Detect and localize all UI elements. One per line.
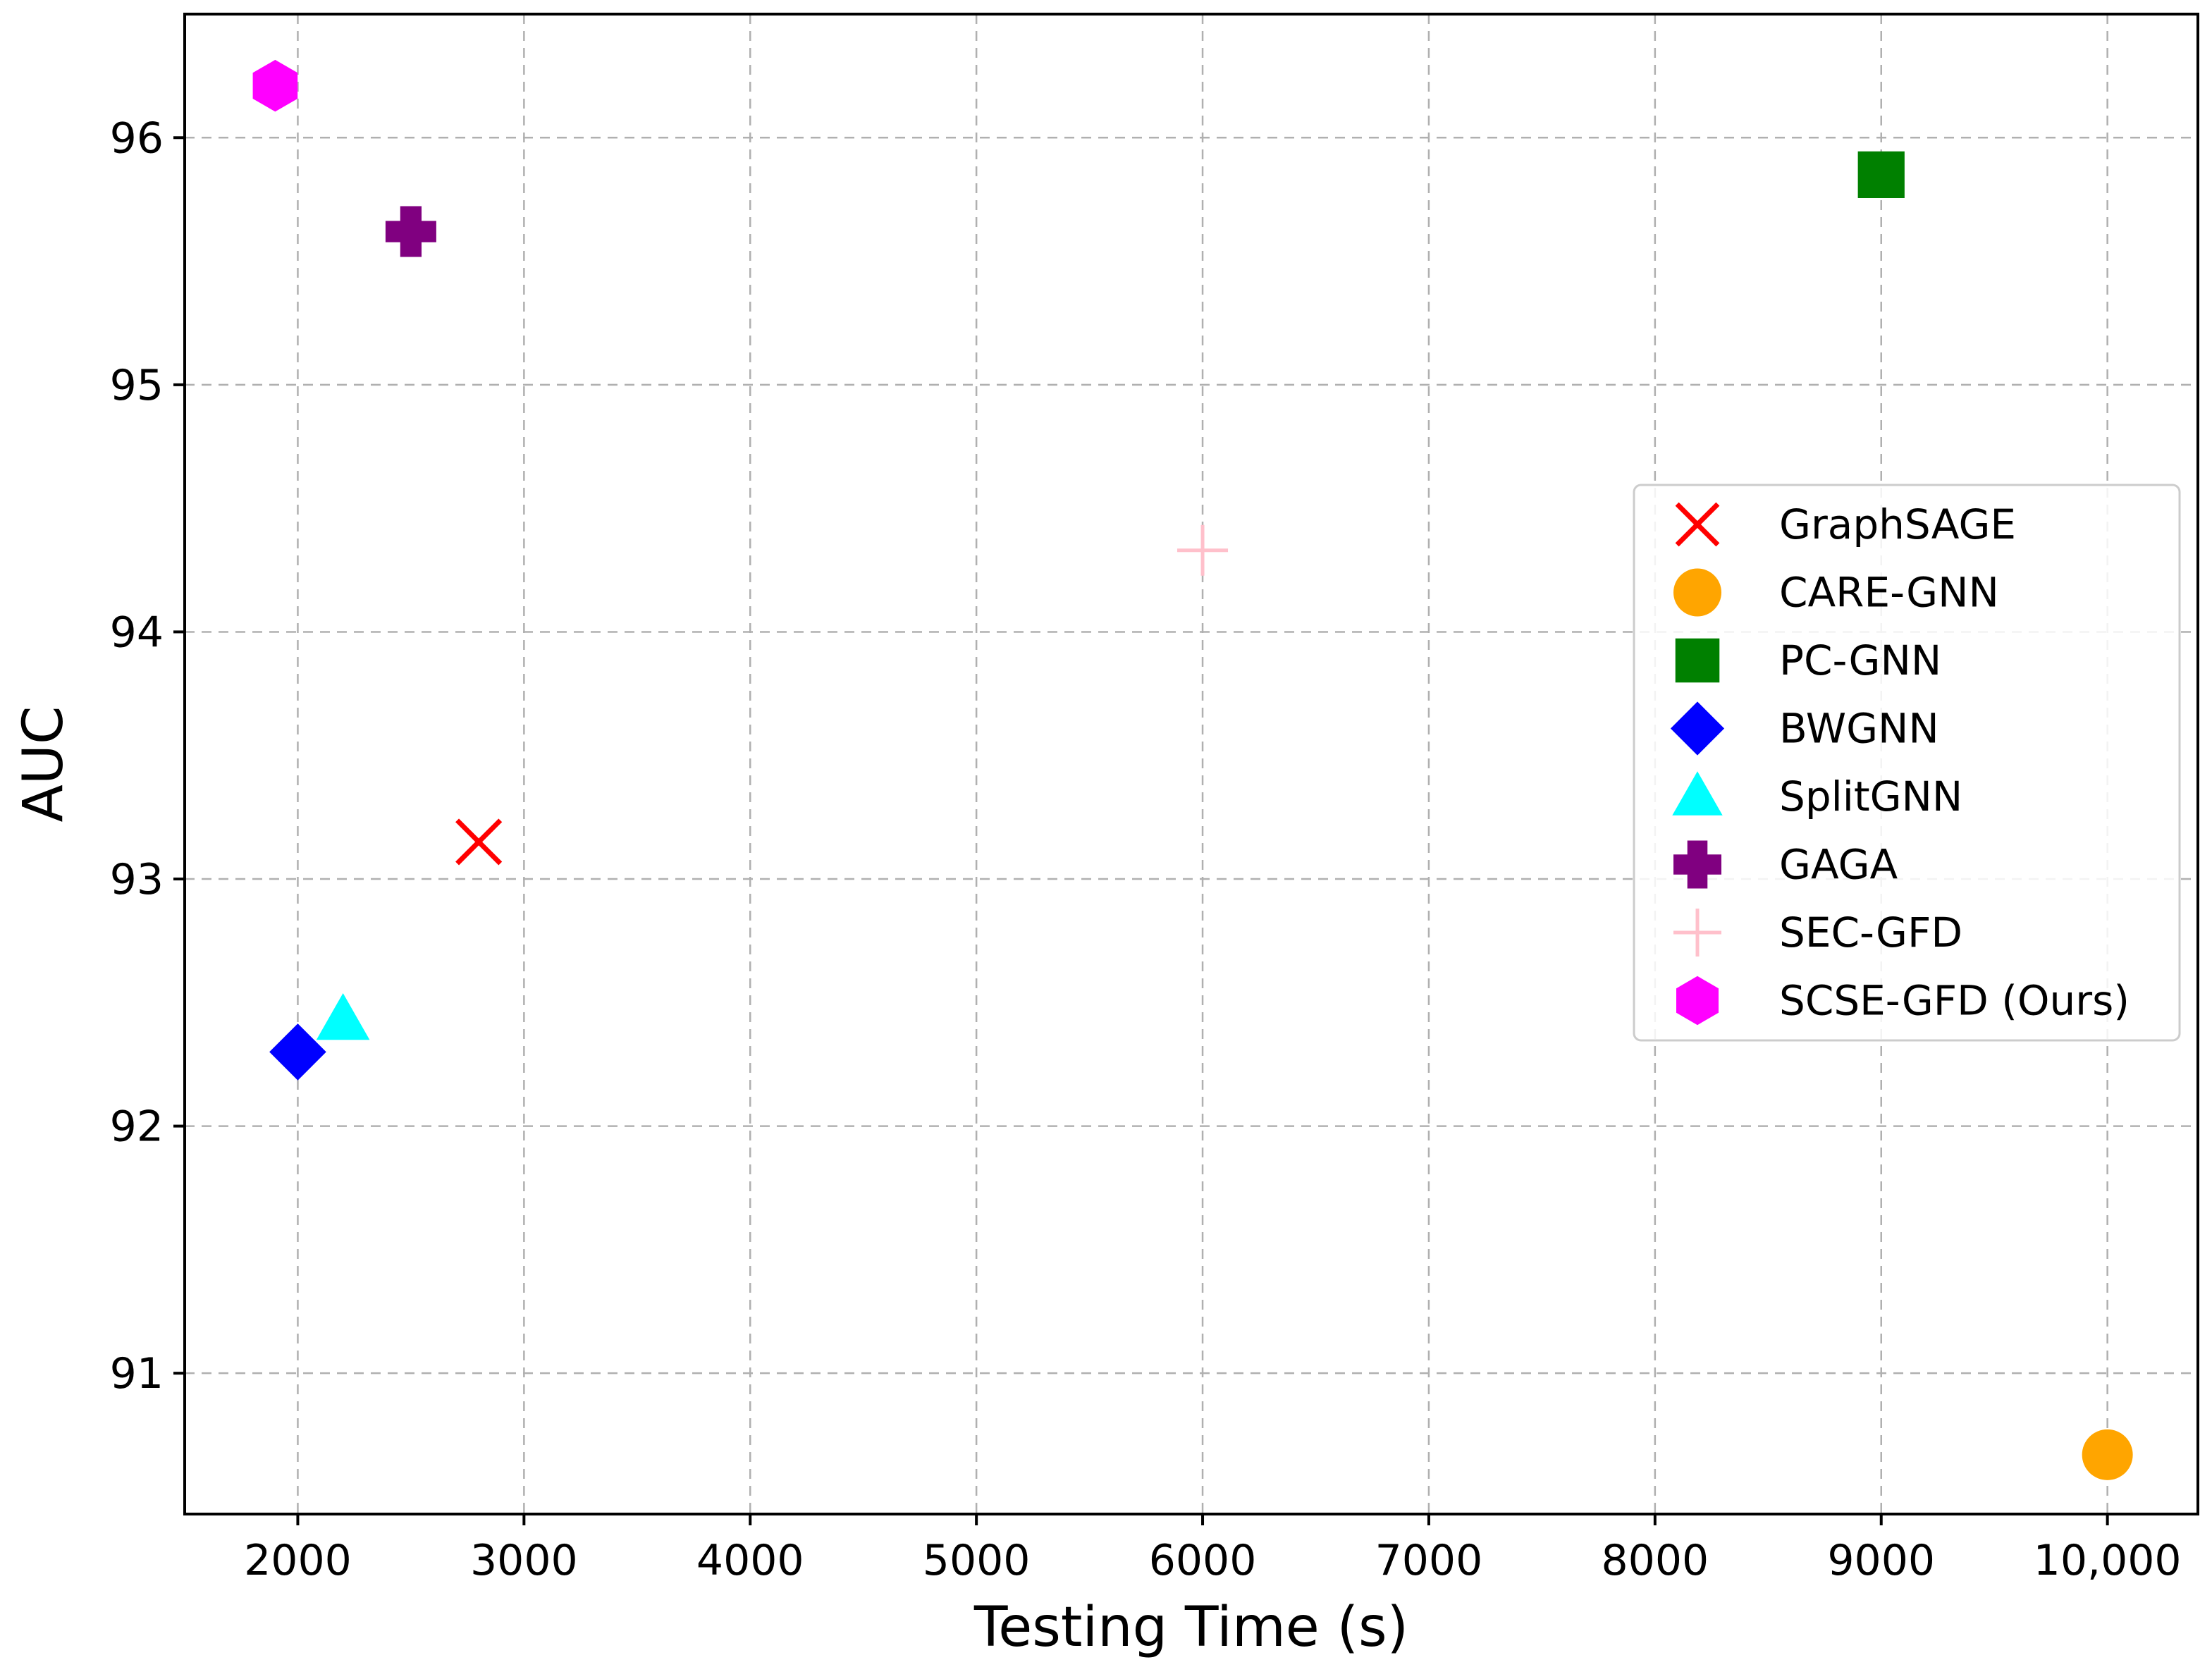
data-point-care-gnn xyxy=(2082,1429,2133,1480)
data-point-scse-gfd-ours xyxy=(252,59,298,112)
x-tick-label: 10,000 xyxy=(2034,1536,2182,1585)
y-tick-label: 95 xyxy=(110,361,164,410)
x-tick-label: 2000 xyxy=(244,1536,352,1585)
legend-item-scse-gfd-ours: SCSE-GFD (Ours) xyxy=(1676,976,2130,1026)
data-point-gaga xyxy=(385,206,436,257)
x-tick-label: 5000 xyxy=(923,1536,1031,1585)
data-point-bwgnn xyxy=(269,1023,326,1081)
legend-marker-pc-gnn xyxy=(1675,638,1720,683)
y-tick-label: 94 xyxy=(110,608,164,657)
legend-item-graphsage: GraphSAGE xyxy=(1675,500,2016,548)
data-point-pc-gnn xyxy=(1857,151,1905,198)
y-axis-label: AUC xyxy=(12,706,75,823)
legend-marker-care-gnn xyxy=(1673,568,1721,617)
legend-label-splitgnn: SplitGNN xyxy=(1779,773,1962,820)
legend-item-bwgnn: BWGNN xyxy=(1670,701,1939,756)
legend-label-pc-gnn: PC-GNN xyxy=(1779,636,1941,684)
data-point-graphsage xyxy=(455,818,503,866)
legend-label-graphsage: GraphSAGE xyxy=(1779,500,2016,548)
x-tick-label: 7000 xyxy=(1375,1536,1483,1585)
x-tick-label: 3000 xyxy=(470,1536,578,1585)
legend-label-bwgnn: BWGNN xyxy=(1779,705,1939,753)
legend-marker-splitgnn xyxy=(1672,771,1723,816)
axis-ticks: 2000 3000 4000 5000 6000 7000 8000 9000 10,000 91… xyxy=(110,113,2182,1585)
legend-marker-scse-gfd-ours xyxy=(1676,976,1719,1026)
y-tick-label: 91 xyxy=(110,1349,164,1398)
legend-label-care-gnn: CARE-GNN xyxy=(1779,569,1999,617)
y-tick-label: 92 xyxy=(110,1102,164,1152)
legend-box xyxy=(1633,484,2181,1042)
x-tick-label: 6000 xyxy=(1149,1536,1257,1585)
legend-item-gaga: GAGA xyxy=(1673,840,1898,889)
legend-marker-graphsage xyxy=(1675,502,1720,547)
legend: GraphSAGE CARE-GNN PC-GNN BWGNN SplitGNN GAGA… xyxy=(1633,484,2181,1042)
legend-item-splitgnn: SplitGNN xyxy=(1672,771,1962,820)
plot-area-frame xyxy=(183,13,2199,1515)
legend-marker-gaga xyxy=(1673,840,1721,889)
legend-item-pc-gnn: PC-GNN xyxy=(1675,636,1941,684)
x-tick-label: 8000 xyxy=(1601,1536,1709,1585)
x-tick-label: 9000 xyxy=(1827,1536,1935,1585)
y-tick-label: 96 xyxy=(110,113,164,163)
legend-label-scse-gfd-ours: SCSE-GFD (Ours) xyxy=(1779,977,2130,1025)
legend-marker-sec-gfd xyxy=(1673,909,1721,957)
data-point-sec-gfd xyxy=(1177,524,1229,576)
legend-label-gaga: GAGA xyxy=(1779,841,1898,889)
x-axis-label: Testing Time (s) xyxy=(973,1596,1408,1659)
legend-marker-bwgnn xyxy=(1670,701,1725,756)
legend-label-sec-gfd: SEC-GFD xyxy=(1779,909,1962,957)
data-points xyxy=(252,59,2133,1480)
y-tick-label: 93 xyxy=(110,855,164,904)
x-tick-label: 4000 xyxy=(696,1536,804,1585)
legend-item-sec-gfd: SEC-GFD xyxy=(1673,909,1962,957)
legend-item-care-gnn: CARE-GNN xyxy=(1673,568,1999,617)
data-point-splitgnn xyxy=(316,993,370,1040)
